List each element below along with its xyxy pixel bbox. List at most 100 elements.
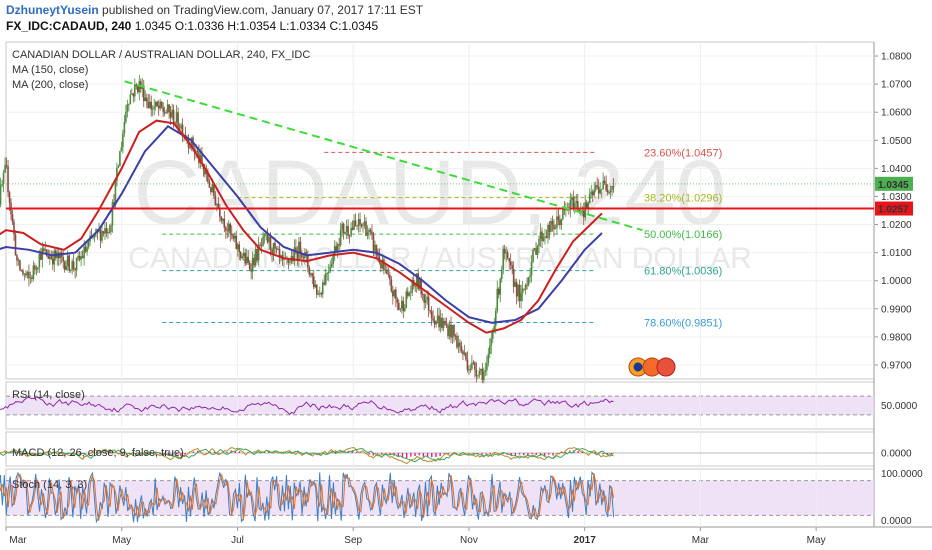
- rsi-band: [6, 395, 874, 416]
- price-candle: [366, 225, 369, 240]
- price-candle: [612, 178, 615, 193]
- price-candle: [253, 254, 255, 268]
- candle-body: [502, 248, 505, 270]
- candle-body: [204, 169, 206, 175]
- price-candle: [254, 243, 257, 268]
- price-candle: [398, 299, 400, 311]
- candle-body: [460, 346, 463, 352]
- price-candle: [120, 141, 123, 152]
- price-candle: [393, 289, 396, 299]
- candle-body: [539, 231, 542, 239]
- rsi-label[interactable]: RSI (14, close): [12, 389, 85, 401]
- price-candle: [257, 236, 260, 266]
- price-candle: [396, 296, 399, 311]
- candle-body: [41, 248, 44, 260]
- price-candle: [11, 209, 14, 226]
- candle-body: [151, 108, 154, 110]
- price-candle: [421, 290, 424, 301]
- price-candle: [134, 78, 136, 102]
- price-candle: [356, 225, 358, 230]
- price-candle: [314, 280, 317, 289]
- candle-body: [81, 256, 84, 259]
- price-candle: [517, 284, 519, 302]
- candle-body: [390, 279, 393, 292]
- candle-body: [245, 256, 248, 264]
- candle-body: [324, 273, 327, 285]
- price-candle: [57, 247, 60, 267]
- price-candle: [451, 324, 454, 345]
- price-candle: [602, 172, 604, 190]
- time-axis[interactable]: Mar May Jul Sep Nov 2017 Mar May: [5, 527, 826, 546]
- price-candle: [32, 260, 35, 282]
- price-candle: [380, 260, 382, 273]
- candle-body: [214, 195, 217, 205]
- candle-body: [396, 298, 399, 303]
- price-candle: [450, 316, 452, 343]
- price-axis[interactable]: 1.0800 1.0700 1.0600 1.0500 1.0400 1.0300 1.02…: [874, 52, 923, 527]
- candle-body: [244, 252, 246, 264]
- trendline[interactable]: [124, 80, 643, 232]
- candle-body: [332, 254, 334, 265]
- price-candle: [308, 265, 311, 278]
- price-candle: [156, 100, 158, 108]
- price-candle: [259, 241, 261, 249]
- candle-body: [260, 244, 263, 246]
- candle-body: [150, 101, 153, 110]
- symbol-label: FX_IDC:CADAUD, 240: [6, 19, 132, 33]
- candle-body: [113, 202, 115, 206]
- candle-body: [527, 277, 530, 285]
- candle-body: [499, 278, 502, 295]
- price-candle: [248, 260, 251, 271]
- candle-body: [345, 225, 348, 233]
- candle-body: [538, 238, 540, 246]
- price-candle: [251, 251, 254, 280]
- candle-body: [196, 151, 199, 153]
- macd-label[interactable]: MACD (12, 26, close, 9, false, true): [12, 447, 184, 459]
- candle-body: [395, 289, 397, 299]
- candle-body: [406, 291, 409, 296]
- price-candle: [433, 315, 436, 329]
- candle-body: [336, 244, 339, 252]
- price-candle: [217, 196, 220, 208]
- price-candle: [53, 248, 56, 272]
- candle-body: [341, 223, 343, 230]
- candle-body: [48, 256, 51, 259]
- legend-ma150[interactable]: MA (150, close): [12, 64, 88, 76]
- author-link[interactable]: DzhuneytYusein: [6, 3, 99, 17]
- drawings[interactable]: [6, 80, 874, 232]
- price-candle: [144, 90, 147, 102]
- legend-ma200[interactable]: MA (200, close): [12, 79, 88, 91]
- price-candle: [81, 250, 84, 259]
- price-candle: [383, 257, 385, 275]
- price-candle: [460, 341, 463, 354]
- price-candle: [224, 225, 227, 239]
- price-candle: [512, 261, 515, 294]
- price-candle: [442, 317, 445, 332]
- price-candle: [151, 104, 154, 117]
- chart-area[interactable]: CADAUD, 240 CANADIAN DOLLAR / AUSTRALIAN…: [0, 36, 932, 550]
- stoch-label[interactable]: Stoch (14, 3, 3): [12, 479, 87, 491]
- candle-body: [101, 231, 103, 241]
- price-candle: [453, 324, 455, 343]
- rsi-band-fill: [6, 396, 874, 415]
- candle-body: [609, 189, 612, 193]
- candle-body: [559, 220, 561, 226]
- candle-body: [362, 225, 364, 227]
- price-candle: [75, 257, 78, 277]
- price-candle: [539, 223, 542, 247]
- candle-body: [86, 247, 88, 252]
- price-tick-label: 0.9700: [881, 360, 912, 371]
- candle-body: [463, 352, 466, 355]
- price-candle: [524, 283, 527, 295]
- candle-body: [120, 147, 123, 152]
- candle-body: [272, 242, 275, 255]
- price-candle: [141, 78, 144, 98]
- candle-body: [314, 284, 317, 288]
- candle-body: [605, 183, 607, 190]
- candle-body: [344, 232, 346, 234]
- candle-body: [232, 235, 235, 239]
- price-candle: [400, 295, 403, 314]
- price-candle: [390, 276, 393, 293]
- economic-events-icon[interactable]: [628, 357, 676, 377]
- candle-body: [46, 249, 48, 256]
